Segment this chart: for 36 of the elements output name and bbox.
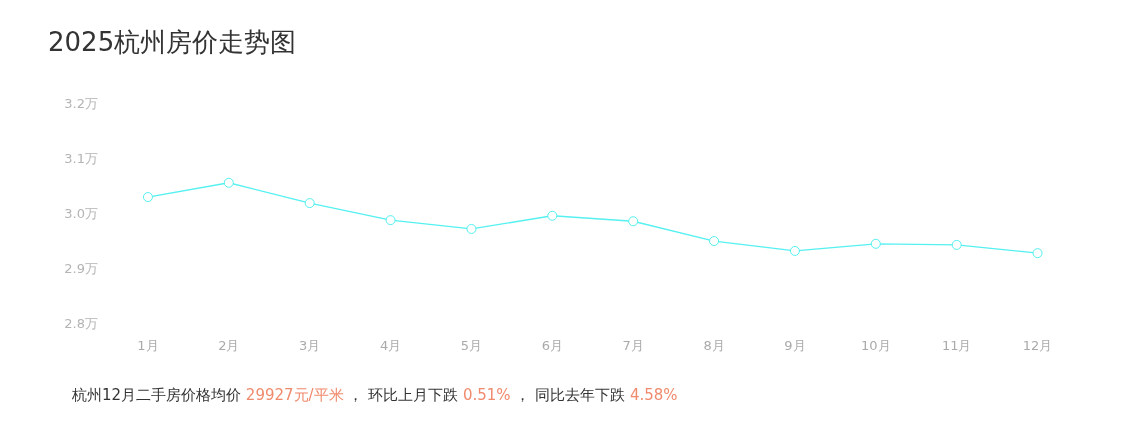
point xyxy=(223,177,234,188)
point xyxy=(870,238,881,249)
text: 杭州12月二手房价格均价 xyxy=(71,386,246,404)
point xyxy=(466,223,477,234)
point xyxy=(547,210,558,221)
point xyxy=(304,198,315,209)
text: 4.58% xyxy=(629,386,678,404)
point xyxy=(385,215,396,226)
x-tick-label: 8月 xyxy=(703,338,725,353)
point xyxy=(1032,248,1043,259)
x-tick-label: 2月 xyxy=(218,338,240,353)
point xyxy=(142,192,153,203)
x-tick-label: 7月 xyxy=(622,338,644,353)
chart-title: 2025杭州房价走势图 xyxy=(48,27,297,57)
y-tick-label: 3.2万 xyxy=(64,96,98,111)
x-tick-label: 11月 xyxy=(941,338,972,353)
x-tick-label: 12月 xyxy=(1022,338,1053,353)
point xyxy=(628,216,639,227)
x-tick-label: 9月 xyxy=(784,338,806,353)
y-tick-label: 3.1万 xyxy=(64,151,98,166)
point xyxy=(951,239,962,250)
text: ， 同比去年下跌 xyxy=(515,386,630,404)
text: 29927元/平米 xyxy=(245,386,349,404)
point xyxy=(789,245,800,256)
x-tick-label: 3月 xyxy=(299,338,321,353)
x-tick-label: 4月 xyxy=(379,338,402,353)
x-tick-label: 5月 xyxy=(460,338,483,353)
x-tick-label: 1月 xyxy=(137,338,159,353)
x-tick-label: 6月 xyxy=(541,338,563,353)
y-tick-label: 3.0万 xyxy=(64,206,98,221)
point xyxy=(709,236,720,247)
y-tick-label: 2.8万 xyxy=(64,316,98,331)
y-tick-label: 2.9万 xyxy=(64,261,98,276)
text: ， 环比上月下跌 xyxy=(348,386,463,404)
text: 0.51% xyxy=(462,386,516,404)
x-tick-label: 10月 xyxy=(861,338,891,353)
